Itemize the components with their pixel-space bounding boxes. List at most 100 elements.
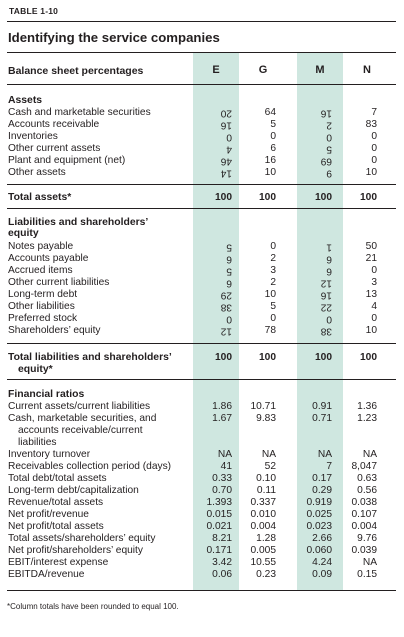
footnote: *Column totals have been rounded to equa… — [7, 602, 179, 611]
asset-row-label: Other assets — [8, 167, 66, 178]
asset-value-n: 7 — [371, 107, 377, 118]
ratio-value-n: 1.36 — [357, 401, 377, 412]
ratio-value-e: 1.393 — [206, 497, 233, 508]
ratio-value-m: 0.023 — [306, 521, 333, 532]
liability-value-e: 6 — [226, 253, 232, 265]
liability-value-g: 2 — [270, 277, 276, 288]
ratio-value-n: 0.56 — [357, 485, 377, 496]
liability-value-e: 38 — [220, 301, 232, 313]
liability-row-label: Other current liabilities — [8, 277, 110, 288]
liability-row-label: Notes payable — [8, 241, 74, 252]
liability-value-g: 0 — [270, 313, 276, 324]
asset-value-e: 0 — [226, 131, 232, 143]
ratio-row-label-continued: liabilities — [18, 437, 57, 448]
ratio-value-n: 0.15 — [357, 569, 377, 580]
ratio-value-n: 0.107 — [351, 509, 378, 520]
ratio-row-label: Total assets/shareholders’ equity — [8, 533, 156, 544]
ratio-value-g: 10.55 — [250, 557, 277, 568]
liability-value-m: 0 — [326, 313, 332, 325]
liability-value-g: 78 — [264, 325, 276, 336]
liabilities-rule — [7, 343, 396, 344]
assets-rule — [7, 184, 396, 185]
total-liabilities-value-g: 100 — [259, 352, 276, 363]
ratio-value-m: 0.919 — [306, 497, 333, 508]
ratio-value-n: 8,047 — [351, 461, 378, 472]
liability-row-label: Accounts payable — [8, 253, 89, 264]
liability-value-n: 21 — [365, 253, 377, 264]
liability-value-e: 5 — [226, 265, 232, 277]
ratio-row-label: Net profit/revenue — [8, 509, 89, 520]
ratio-value-m: 7 — [326, 461, 332, 472]
ratios-heading: Financial ratios — [8, 389, 85, 400]
asset-value-n: 83 — [365, 119, 377, 130]
asset-value-m: 2 — [326, 119, 332, 131]
liability-value-n: 13 — [365, 289, 377, 300]
liability-value-n: 4 — [371, 301, 377, 312]
ratio-value-n: 9.76 — [357, 533, 377, 544]
ratio-value-m: 0.060 — [306, 545, 333, 556]
asset-value-m: 9 — [326, 167, 332, 179]
asset-value-m: 5 — [326, 143, 332, 155]
header-rule — [7, 84, 396, 85]
ratio-value-e: 0.33 — [212, 473, 232, 484]
ratio-value-e: 41 — [220, 461, 232, 472]
liability-value-e: 12 — [220, 325, 232, 337]
asset-row-label: Cash and marketable securities — [8, 107, 151, 118]
liability-row-label: Preferred stock — [8, 313, 78, 324]
liability-value-n: 0 — [371, 265, 377, 276]
ratio-row-label: EBIT/interest expense — [8, 557, 109, 568]
asset-value-e: 14 — [220, 167, 232, 179]
liability-value-g: 10 — [264, 289, 276, 300]
liability-row-label: Long-term debt — [8, 289, 78, 300]
asset-row-label: Other current assets — [8, 143, 101, 154]
ratio-value-m: NA — [317, 449, 332, 460]
total-assets-value-m: 100 — [315, 192, 332, 203]
ratio-value-n: NA — [362, 557, 377, 568]
header-label: Balance sheet percentages — [8, 65, 144, 77]
liability-value-m: 38 — [320, 325, 332, 337]
ratio-value-n: 0.63 — [357, 473, 377, 484]
ratio-value-m: 4.24 — [312, 557, 332, 568]
ratio-value-e: 3.42 — [212, 557, 232, 568]
liability-value-m: 16 — [320, 289, 332, 301]
ratio-value-e: 0.06 — [212, 569, 232, 580]
ratio-row-label: Net profit/shareholders’ equity — [8, 545, 143, 556]
ratio-value-g: NA — [261, 449, 276, 460]
total-liabilities-value-m: 100 — [315, 352, 332, 363]
liabilities-heading-line2: equity — [8, 228, 39, 239]
column-header-n: N — [363, 64, 371, 76]
asset-row-label: Accounts receivable — [8, 119, 100, 130]
ratio-row-label: Current assets/current liabilities — [8, 401, 151, 412]
total-assets-value-n: 100 — [360, 192, 377, 203]
ratio-value-g: 0.004 — [250, 521, 277, 532]
asset-row-label: Inventories — [8, 131, 58, 142]
liability-value-g: 0 — [270, 241, 276, 252]
asset-value-n: 0 — [371, 131, 377, 142]
ratio-value-e: 1.86 — [212, 401, 232, 412]
ratio-value-e: 0.015 — [206, 509, 233, 520]
asset-value-g: 10 — [264, 167, 276, 178]
ratio-row-label: Cash, marketable securities, and — [8, 413, 157, 424]
liability-row-label: Accrued items — [8, 265, 73, 276]
liability-value-e: 29 — [220, 289, 232, 301]
ratio-value-g: 0.337 — [250, 497, 277, 508]
top-rule — [7, 21, 396, 22]
table-title: Identifying the service companies — [8, 30, 220, 45]
column-m-highlight — [297, 53, 343, 590]
total-liabilities-rule — [7, 379, 396, 380]
ratio-value-m: 2.66 — [312, 533, 332, 544]
ratio-value-n: 0.039 — [351, 545, 378, 556]
asset-value-n: 0 — [371, 155, 377, 166]
asset-value-n: 10 — [365, 167, 377, 178]
ratio-value-g: 0.010 — [250, 509, 277, 520]
ratio-value-n: NA — [362, 449, 377, 460]
ratio-value-g: 0.11 — [256, 485, 276, 496]
column-e-highlight — [193, 53, 239, 590]
liability-value-m: 1 — [326, 241, 332, 253]
liability-value-e: 5 — [226, 241, 232, 253]
asset-row-label: Plant and equipment (net) — [8, 155, 126, 166]
assets-heading: Assets — [8, 95, 43, 106]
ratio-value-m: 0.09 — [312, 569, 332, 580]
title-rule — [7, 52, 396, 53]
asset-value-e: 46 — [220, 155, 232, 167]
